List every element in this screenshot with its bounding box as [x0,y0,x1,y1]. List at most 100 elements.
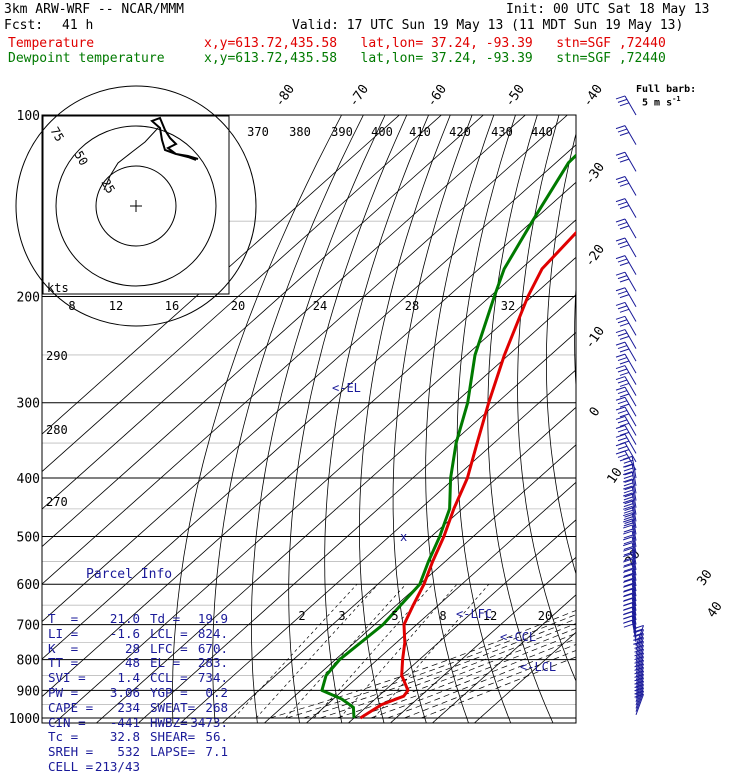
parcel-info-cell: Td = [150,612,180,627]
isotherm-label: -80 [272,82,298,110]
el-marker: <-EL [332,381,361,395]
parcel-info-cell: 3.06 [110,686,140,701]
parcel-info-cell: 283. [198,656,228,671]
hodograph-speed-label: 24 [313,299,327,313]
wind-barb-feather [616,407,625,410]
dewpoint-location: x,y=613.72,435.58 lat,lon= 37.24, -93.39… [204,51,666,66]
wind-barb-feather [618,429,627,432]
pressure-tick-label: 100 [17,109,40,124]
wind-barb-feather [618,438,627,441]
isotherm-label: 30 [694,567,715,588]
wind-barb-feather [616,288,625,291]
wind-barb-feather [623,607,632,610]
wind-barb-feather [620,404,629,407]
wind-barb-feather [620,226,629,229]
pressure-tick-label: 300 [17,397,40,412]
init-time: Init: 00 UTC Sat 18 May 13 [506,2,710,17]
isotherm-label: -50 [502,82,528,110]
wind-barb [625,377,636,396]
wind-barb-feather [616,387,625,390]
parcel-info-cell: 213/43 [95,760,140,775]
theta-label: 390 [331,125,353,139]
lfc-marker: <-LFC [456,607,492,621]
parcel-info-cell: SREH = [48,745,93,760]
wind-barb-feather [620,336,629,339]
mixing-ratio-label: 20 [538,609,552,623]
theta-label: 420 [449,125,471,139]
isotherm-label: -60 [424,82,450,110]
wind-barb-feather [618,358,627,361]
wind-barb-feather [618,129,627,132]
wind-barb-feather [623,456,632,459]
wind-barb-feather [616,342,625,345]
wind-barb [625,199,636,218]
wind-barb-feather [616,96,625,99]
pressure-tick-label: 800 [17,654,40,669]
wind-barb-feather [620,349,629,352]
wind-barb [625,176,636,195]
wind-barb-feather [620,159,629,162]
theta-label: 400 [371,125,393,139]
parcel-info-cell: 56. [205,730,228,745]
pressure-tick-label: 1000 [9,712,40,727]
parcel-info-cell: CAPE = [48,701,93,716]
isotherm-label: -20 [582,242,608,270]
parcel-info-cell: HWBZ= [150,716,188,731]
wind-barb-feather [620,323,629,326]
wind-barb-feather [616,451,625,454]
wind-barb-feather [618,202,627,205]
theta-label: 280 [46,423,68,437]
parcel-info-cell: TT = [48,656,78,671]
parcel-info-cell: 48 [125,656,140,671]
pressure-tick-label: 200 [17,291,40,306]
dry-adiabat [360,87,462,730]
barb-legend-value: 5 m s-1 [642,94,681,108]
isotherm-line [340,87,740,730]
dry-adiabat [680,87,740,730]
theta-label: 410 [409,125,431,139]
wind-barb [625,272,636,291]
forecast-hours: 41 h [62,18,93,33]
moist-adiabat [421,297,740,719]
moist-adiabat [304,297,740,719]
theta-label: 270 [46,495,68,509]
wind-barb-feather [618,241,627,244]
wind-barb-feather [616,199,625,202]
isotherm-label: -40 [580,82,606,110]
parcel-info-cell: 32.8 [110,730,140,745]
wind-barb-feather [620,295,629,298]
parcel-info-cell: 19.9 [198,612,228,627]
mixing-ratio-label: 2 [298,609,305,623]
parcel-info-cell: YGP = [150,686,188,701]
wind-barb [625,219,636,238]
wind-barb-feather [620,183,629,186]
wind-barb-feather [618,401,627,404]
level-mark: x [400,530,407,544]
wind-barb-feather [616,366,625,369]
wind-barb [625,96,636,115]
parcel-info-cell: 734. [198,671,228,686]
parcel-info-cell: LFC = [150,642,188,657]
isotherm-line [214,87,740,730]
dry-adiabat [729,87,740,730]
wind-barb-feather [618,99,627,102]
parcel-info-cell: LI = [48,627,78,642]
moist-adiabat [354,297,740,719]
mixing-ratio-line [286,584,406,718]
wind-barb-feather [623,612,632,615]
wind-barb-feather [616,302,625,305]
wind-barb-feather [624,476,633,479]
ccl-marker: <-CCL [500,630,536,644]
temperature-location: x,y=613.72,435.58 lat,lon= 37.24, -93.39… [204,36,666,51]
wind-barb-feather [618,410,627,413]
mixing-ratio-label: 5 [391,609,398,623]
moist-adiabat [287,297,740,719]
pressure-tick-label: 900 [17,684,40,699]
parcel-info-cell: 21.0 [110,612,140,627]
